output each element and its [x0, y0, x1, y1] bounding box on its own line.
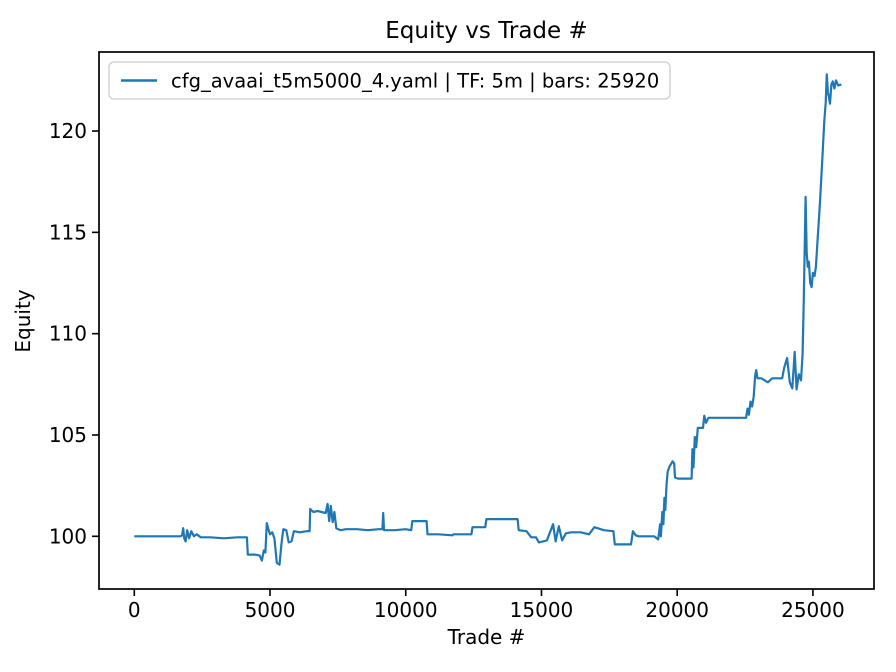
- x-tick-label: 0: [128, 598, 141, 622]
- legend-label: cfg_avaai_t5m5000_4.yaml | TF: 5m | bars…: [171, 70, 659, 93]
- x-tick-label: 10000: [374, 598, 438, 622]
- x-tick-label: 25000: [781, 598, 845, 622]
- y-axis-label: Equity: [11, 289, 35, 352]
- y-tick-label: 100: [49, 524, 87, 548]
- x-tick-label: 15000: [510, 598, 574, 622]
- x-tick-label: 20000: [645, 598, 709, 622]
- x-tick-label: 5000: [245, 598, 296, 622]
- y-axis: 100 105 110 115 120: [49, 119, 99, 548]
- equity-curve: [134, 73, 842, 566]
- x-axis-label: Trade #: [447, 625, 526, 649]
- chart-title: Equity vs Trade #: [385, 18, 588, 44]
- plot-border: [98, 51, 875, 590]
- y-tick-label: 120: [49, 119, 87, 143]
- legend-box: [108, 61, 671, 100]
- y-tick-label: 105: [49, 423, 87, 447]
- y-tick-label: 115: [49, 220, 87, 244]
- x-axis: 0 5000 10000 15000 20000 25000: [128, 589, 845, 622]
- y-tick-label: 110: [49, 322, 87, 346]
- legend: cfg_avaai_t5m5000_4.yaml | TF: 5m | bars…: [108, 61, 671, 100]
- series-layer: [134, 73, 842, 566]
